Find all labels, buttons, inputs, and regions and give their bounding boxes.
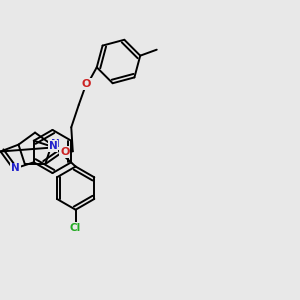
Text: N: N (49, 141, 58, 151)
Text: N: N (52, 139, 60, 149)
Text: O: O (82, 79, 91, 89)
Text: Cl: Cl (70, 223, 81, 233)
Text: O: O (60, 147, 70, 157)
Text: N: N (11, 164, 20, 173)
